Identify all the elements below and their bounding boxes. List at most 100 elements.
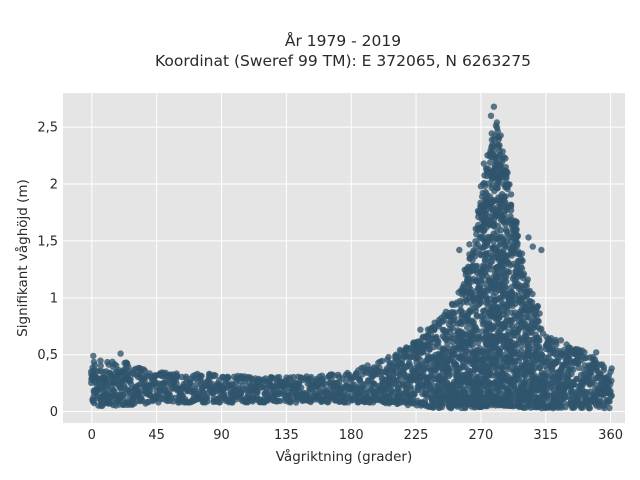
data-point	[522, 282, 529, 289]
data-point	[97, 362, 104, 369]
data-point	[504, 269, 512, 276]
data-point	[417, 326, 424, 333]
data-point	[503, 228, 511, 235]
data-point	[138, 395, 145, 402]
data-point	[378, 357, 386, 365]
x-tick-label: 45	[148, 428, 165, 443]
data-point	[573, 375, 581, 383]
data-point	[513, 233, 520, 240]
y-axis-title: Signifikant våghöjd (m)	[14, 179, 31, 337]
data-point	[117, 350, 124, 357]
data-point	[187, 381, 194, 388]
data-point	[497, 226, 505, 234]
data-point	[513, 226, 520, 234]
y-tick-label: 1	[50, 291, 58, 306]
data-point	[497, 352, 504, 360]
data-point	[298, 384, 305, 391]
data-point	[451, 315, 458, 322]
data-point	[491, 211, 499, 219]
data-point	[527, 345, 534, 352]
data-point	[502, 253, 510, 260]
data-point	[538, 246, 545, 254]
data-point	[507, 213, 514, 220]
data-point	[446, 371, 454, 378]
data-point	[548, 384, 555, 391]
x-tick-label: 90	[213, 428, 230, 443]
data-point	[520, 270, 528, 278]
data-point	[499, 148, 506, 155]
x-tick-label: 360	[598, 428, 623, 443]
data-point	[518, 257, 525, 264]
data-point	[514, 239, 521, 247]
data-point	[290, 373, 297, 381]
data-point	[537, 346, 544, 353]
x-tick-label: 0	[88, 428, 96, 443]
data-point	[492, 122, 500, 129]
data-point	[385, 353, 392, 361]
data-point	[471, 249, 478, 256]
data-point	[473, 263, 480, 270]
data-point	[490, 103, 498, 110]
data-point	[501, 193, 508, 201]
data-point	[487, 258, 494, 265]
data-point	[483, 166, 490, 173]
data-point	[174, 373, 181, 380]
data-point	[507, 191, 515, 198]
data-point	[202, 399, 209, 406]
data-point	[268, 374, 275, 381]
data-point	[529, 290, 536, 298]
x-tick-label: 270	[468, 428, 493, 443]
data-point	[608, 392, 615, 399]
data-point	[474, 240, 481, 248]
data-point	[498, 269, 505, 277]
data-point	[480, 160, 487, 167]
data-point	[502, 170, 510, 177]
x-tick-label: 135	[274, 428, 299, 443]
data-point	[525, 234, 532, 241]
data-point	[445, 345, 452, 353]
data-point	[276, 397, 284, 405]
data-point	[410, 390, 417, 397]
data-point	[225, 374, 232, 381]
data-point	[536, 337, 543, 344]
data-point	[356, 376, 363, 383]
data-point	[127, 376, 134, 383]
y-tick-labels: 0 0,5 1 1,5 2 2,5	[37, 121, 58, 420]
data-point	[560, 370, 567, 378]
data-point	[607, 368, 614, 375]
data-point	[593, 349, 600, 356]
data-point	[557, 337, 565, 344]
x-tick-label: 180	[339, 428, 364, 443]
data-points	[87, 103, 615, 412]
data-point	[472, 324, 479, 331]
data-point	[287, 397, 294, 405]
data-point	[606, 404, 613, 412]
data-point	[502, 283, 509, 291]
data-point	[435, 323, 442, 330]
data-point	[477, 299, 485, 306]
data-point	[451, 309, 459, 316]
data-point	[501, 211, 508, 218]
data-point	[589, 379, 596, 386]
chart-title: År 1979 - 2019	[285, 31, 401, 50]
data-point	[198, 372, 205, 380]
data-point	[500, 153, 507, 161]
data-point	[533, 304, 540, 311]
x-axis-title: Vågriktning (grader)	[276, 448, 413, 465]
x-tick-labels: 0 45 90 135 180 225 270 315 360	[88, 428, 623, 443]
data-point	[515, 375, 522, 382]
data-point	[254, 389, 261, 396]
data-point	[586, 404, 593, 412]
data-point	[440, 317, 448, 324]
chart-subtitle: Koordinat (Sweref 99 TM): E 372065, N 62…	[155, 52, 531, 70]
data-point	[308, 373, 315, 381]
x-tick-label: 315	[533, 428, 558, 443]
data-point	[90, 358, 98, 366]
data-point	[465, 283, 473, 291]
data-point	[494, 184, 501, 192]
data-point	[420, 342, 428, 349]
data-point	[513, 221, 520, 228]
data-point	[466, 241, 473, 248]
y-tick-label: 0,5	[37, 348, 58, 363]
y-tick-label: 1,5	[37, 234, 58, 249]
